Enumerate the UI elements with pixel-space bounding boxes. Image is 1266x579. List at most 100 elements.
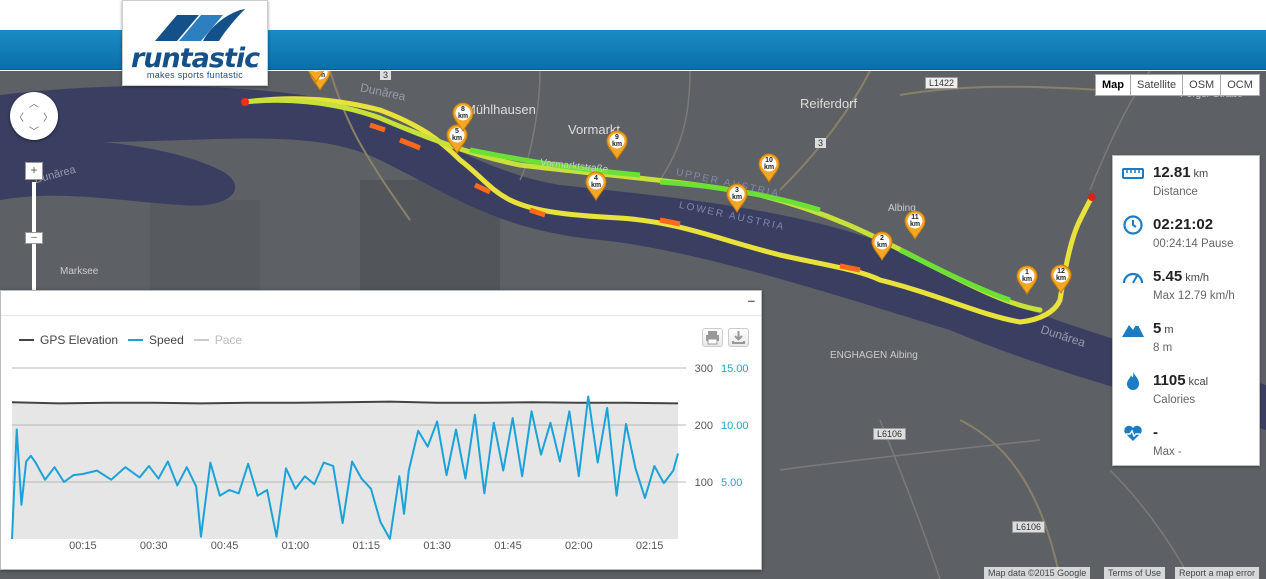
legend-swatch <box>19 339 34 341</box>
stat-value: - <box>1153 424 1158 441</box>
speed-elevation-chart[interactable]: 300 200 100 15.00 10.00 5.00 00:15 00:30 00:45 01… <box>1 291 761 569</box>
pan-right-icon[interactable]: 〉 <box>43 113 53 124</box>
stat-label: Max - <box>1153 446 1182 458</box>
map-type-satellite[interactable]: Satellite <box>1131 74 1184 96</box>
stat-label: 8 m <box>1153 342 1173 354</box>
road-label: 3 <box>815 138 827 148</box>
stat-unit: km <box>1193 168 1209 180</box>
chart-panel: – GPS Elevation Speed Pace 300 200 100 15.0… <box>0 290 762 570</box>
download-icon <box>732 331 745 344</box>
km-marker-8[interactable]: 8 km <box>451 102 475 132</box>
km-marker-3[interactable]: 3 km <box>725 183 749 213</box>
stat-label: Calories <box>1153 394 1196 406</box>
logo-wordmark: runtastic <box>131 43 260 74</box>
km-marker-label: 4 km <box>590 175 602 189</box>
place-label: Marksee <box>60 266 99 277</box>
legend-label: Speed <box>149 333 184 347</box>
km-marker-11[interactable]: 11 km <box>903 210 927 240</box>
minimize-button[interactable]: – <box>747 293 755 308</box>
stat-value: 12.81 <box>1153 164 1191 181</box>
pan-left-icon[interactable]: 〈 <box>14 113 24 124</box>
km-marker-12[interactable]: 12 km <box>1049 264 1073 294</box>
stat-duration: 02:21:02 00:24:14 Pause <box>1113 208 1261 258</box>
road-label: L6106 <box>1012 521 1046 533</box>
panel-divider <box>1 315 761 316</box>
stat-unit: kcal <box>1188 376 1209 388</box>
km-marker-4[interactable]: 4 km <box>584 171 608 201</box>
km-marker-label: 1 km <box>1021 269 1033 283</box>
y-left-tick-label: 100 <box>695 477 713 489</box>
place-label: ENGHAGEN <box>830 350 888 361</box>
y-left-tick-label: 200 <box>695 420 713 432</box>
stat-speed: 5.45 km/h Max 12.79 km/h <box>1113 260 1261 310</box>
ruler-icon <box>1122 168 1144 179</box>
elevation-area <box>12 401 678 539</box>
y-left-tick-label: 300 <box>695 363 713 375</box>
logo-swoosh-icon <box>155 9 245 41</box>
chart-legend: GPS Elevation Speed Pace <box>19 333 242 347</box>
road-label: 3 <box>380 71 392 80</box>
km-marker-9[interactable]: 9 km <box>605 130 629 160</box>
x-tick-label: 02:15 <box>636 540 664 552</box>
km-marker-2[interactable]: 2 km <box>870 231 894 261</box>
stat-unit: km/h <box>1185 272 1210 284</box>
map-type-osm[interactable]: OSM <box>1183 74 1222 96</box>
stat-heart-rate: - Max - <box>1113 416 1261 466</box>
workout-stats-panel: 12.81 km Distance 02:21:02 00:24:14 Pause… <box>1112 155 1260 466</box>
stat-distance: 12.81 km Distance <box>1113 156 1261 206</box>
x-tick-label: 01:30 <box>423 540 451 552</box>
legend-swatch <box>128 339 144 341</box>
stat-label: Max 12.79 km/h <box>1153 290 1235 302</box>
x-tick-label: 01:15 <box>352 540 380 552</box>
speedometer-icon <box>1122 272 1144 284</box>
km-marker-label: 10 km <box>763 157 775 171</box>
legend-swatch <box>193 339 209 341</box>
km-marker-label: 5 km <box>451 128 463 142</box>
legend-item-pace[interactable]: Pace <box>193 333 243 347</box>
stat-value: 02:21:02 <box>1153 216 1214 233</box>
km-marker-label: 8 km <box>457 106 469 120</box>
stat-value: 5.45 <box>1153 268 1183 285</box>
pan-control[interactable]: ︿ 〈 〉 ﹀ <box>10 92 58 140</box>
flame-icon <box>1127 372 1139 390</box>
road-label: L6106 <box>873 428 907 440</box>
km-marker-5[interactable]: 5 km <box>445 124 469 154</box>
stat-value: 1105 <box>1153 372 1186 389</box>
stat-label: Distance <box>1153 186 1198 198</box>
series-line-speed <box>11 395 679 540</box>
legend-item-speed[interactable]: Speed <box>128 333 184 347</box>
clock-icon <box>1123 215 1143 235</box>
terms-link[interactable]: Terms of Use <box>1104 567 1166 579</box>
report-map-error-link[interactable]: Report a map error <box>1175 567 1260 579</box>
heart-rate-icon <box>1124 425 1142 441</box>
place-label: Vormarkt <box>568 122 621 137</box>
stat-unit: m <box>1164 324 1174 336</box>
runtastic-logo[interactable]: runtastic makes sports funtastic <box>122 0 268 86</box>
legend-label: GPS Elevation <box>40 333 119 347</box>
km-marker-7[interactable]: 7km <box>304 71 328 83</box>
pan-down-icon[interactable]: ﹀ <box>29 127 39 138</box>
y-right-tick-label: 10.00 <box>721 420 749 432</box>
km-marker-label: 9 km <box>611 134 623 148</box>
km-marker-1[interactable]: 1 km <box>1015 265 1039 295</box>
km-marker-10[interactable]: 10 km <box>757 153 781 183</box>
zoom-slider-thumb[interactable]: – <box>25 232 43 244</box>
map-type-ocm[interactable]: OCM <box>1221 74 1260 96</box>
print-button[interactable] <box>702 328 723 347</box>
place-label: Albing <box>888 203 916 214</box>
x-tick-label: 02:00 <box>565 540 593 552</box>
x-tick-label: 00:30 <box>140 540 168 552</box>
km-marker-label: 11 km <box>909 214 921 228</box>
road-label: L1422 <box>925 77 959 89</box>
map-type-map[interactable]: Map <box>1095 74 1131 96</box>
pan-up-icon[interactable]: ︿ <box>29 99 39 110</box>
download-button[interactable] <box>728 328 749 347</box>
x-tick-label: 00:45 <box>211 540 239 552</box>
km-marker-label: 12 km <box>1055 268 1067 282</box>
legend-item-elevation[interactable]: GPS Elevation <box>19 333 118 347</box>
zoom-in-button[interactable]: + <box>25 162 43 180</box>
stat-calories: 1105 kcal Calories <box>1113 364 1261 414</box>
legend-label: Pace <box>214 333 243 347</box>
series-line-elevation <box>11 400 679 405</box>
